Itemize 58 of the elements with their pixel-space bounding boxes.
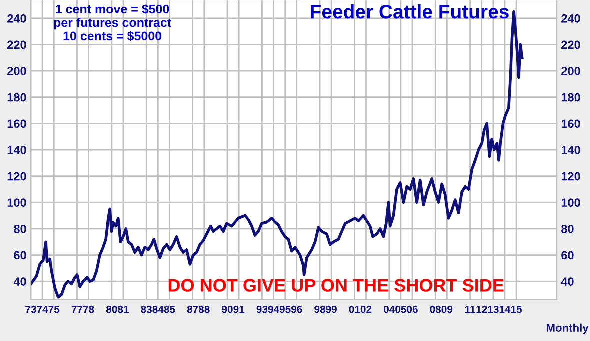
x-tick-label: 88 — [198, 306, 210, 314]
annotation: DO NOT GIVE UP ON THE SHORT SIDE — [168, 279, 504, 292]
x-tick-label: 99 — [326, 306, 337, 314]
x-tick-label: 87 — [187, 306, 198, 314]
x-tick-label: 01 — [349, 306, 360, 314]
y-tick-label: 60 — [14, 251, 26, 260]
x-tick-label: 02 — [360, 306, 372, 314]
x-tick-label: 83 — [141, 306, 152, 314]
x-tick-label: 14 — [500, 306, 511, 314]
y-tick-label: 80 — [14, 224, 26, 234]
y2-tick-label: 180 — [562, 93, 580, 102]
y2-tick-label: 40 — [561, 278, 574, 286]
annotation: 1 cent move = $500 per futures contract 10 cents = $5000 — [54, 4, 172, 42]
text: Monthly — [546, 324, 589, 334]
x-tick-label: 09 — [442, 306, 453, 314]
y2-tick-label: 60 — [562, 251, 574, 260]
y-tick-label: 120 — [8, 172, 26, 181]
y-tick-label: 240 — [8, 14, 26, 23]
x-tick-label: 96 — [291, 306, 302, 314]
x-tick-label: 73 — [26, 306, 36, 314]
y2-tick-label: 200 — [562, 67, 580, 76]
y2-tick-label: 140 — [562, 146, 580, 154]
y-tick-label: 140 — [8, 146, 26, 154]
y-tick-label: 200 — [8, 67, 26, 76]
y2-tick-label: 240 — [562, 14, 580, 23]
x-tick-label: 13 — [488, 306, 499, 314]
x-tick-label: 91 — [234, 306, 245, 314]
x-tick-label: 05 — [396, 306, 406, 314]
x-tick-label: 77 — [72, 306, 83, 314]
x-tick-label: 08 — [430, 306, 442, 314]
y2-tick-label: 80 — [562, 224, 574, 234]
x-tick-label: 94 — [268, 306, 280, 314]
x-tick-label: 04 — [384, 306, 396, 314]
y2-tick-label: 100 — [562, 198, 580, 208]
y-tick-label: 220 — [8, 40, 26, 50]
x-tick-label: 98 — [314, 306, 326, 314]
y2-tick-label: 220 — [562, 40, 580, 50]
x-tick-label: 06 — [407, 306, 418, 314]
y-tick-label: 100 — [8, 198, 26, 208]
x-tick-label: 90 — [222, 306, 233, 314]
x-tick-label: 78 — [83, 306, 94, 314]
y-tick-label: 180 — [8, 93, 26, 102]
x-tick-label: 11 — [465, 306, 476, 314]
x-tick-label: 75 — [48, 306, 60, 314]
y2-tick-label: 160 — [562, 120, 580, 128]
y2-tick-label: 120 — [562, 172, 580, 181]
x-tick-label: 12 — [476, 306, 488, 314]
x-tick-label: 80 — [106, 306, 118, 314]
chart-title: Feeder Cattle Futures — [311, 4, 509, 19]
x-tick-label: 81 — [118, 306, 129, 314]
y-tick-label: 160 — [8, 120, 26, 128]
x-tick-label: 15 — [511, 306, 522, 314]
y-tick-label: 40 — [14, 278, 26, 286]
x-tick-label: 84 — [152, 306, 164, 314]
x-tick-label: 95 — [280, 306, 291, 314]
x-tick-label: 93 — [256, 306, 268, 314]
x-tick-label: 74 — [37, 306, 48, 314]
x-tick-label: 85 — [164, 306, 176, 314]
